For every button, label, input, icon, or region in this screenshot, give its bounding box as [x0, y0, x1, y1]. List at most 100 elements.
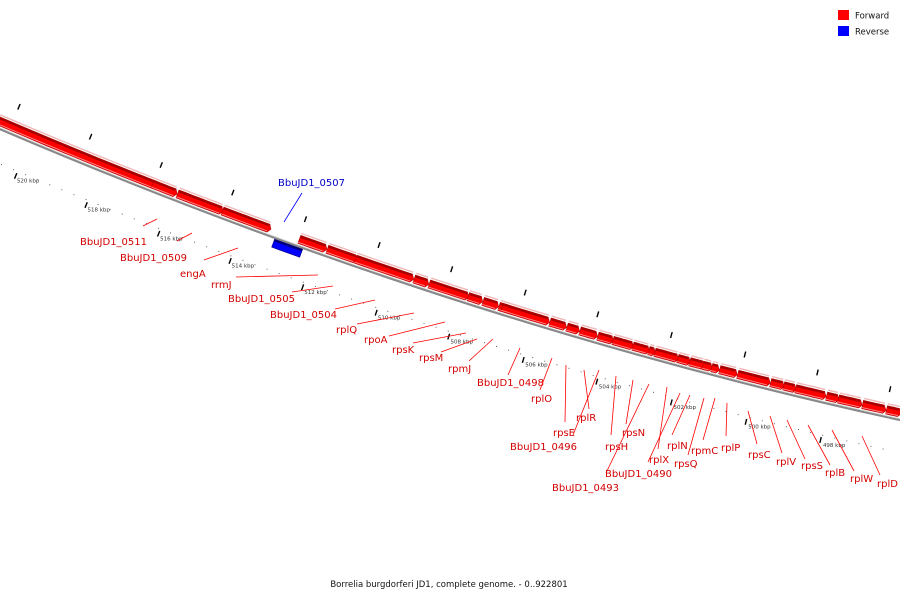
- leader-line-bbujd1-0507: [283, 192, 303, 223]
- gene-features: [0, 114, 900, 417]
- gene-block-reflection: [568, 320, 579, 325]
- gene-bbujd1-0509: [150, 177, 178, 198]
- gene-block-shadow: [178, 190, 222, 209]
- minor-tick-dot: [580, 371, 582, 373]
- gene-label-rpln: rplN: [667, 441, 688, 452]
- gene-label-rpsn: rpsN: [622, 428, 645, 439]
- gene-label-rplw: rplW: [850, 474, 873, 485]
- gene-label-rpsc: rpsC: [748, 450, 771, 461]
- gene-block-highlight: [710, 370, 717, 373]
- gene-bbujd1-0496: [596, 329, 614, 345]
- gene-block-reflection: [503, 300, 550, 316]
- gene-block-reflection: [430, 277, 469, 291]
- inner-tick-mark: [231, 189, 235, 196]
- gene-rpoa: [427, 277, 469, 301]
- gene-block-reflection: [721, 363, 737, 369]
- gene-block-highlight: [498, 308, 502, 311]
- gene-block-shadow: [355, 255, 413, 277]
- gene-bbujd1-0505: [325, 242, 358, 264]
- leader-line-rpsk: [412, 332, 467, 344]
- gene-label-bbujd1-0511: BbuJD1_0511: [80, 237, 147, 248]
- minor-tick-dot: [459, 334, 461, 336]
- leader-line-rpsh: [610, 375, 617, 436]
- major-tick-mark: [744, 418, 748, 425]
- minor-tick-dot: [592, 374, 594, 376]
- gene-block-reflection: [500, 299, 505, 303]
- gene-label-rpmc: rpmC: [691, 446, 718, 457]
- map-caption: Borrelia burgdorferi JD1, complete genom…: [330, 580, 567, 590]
- kbp-tick-label: 504 kbp: [599, 384, 622, 390]
- minor-tick-dot: [85, 199, 87, 201]
- leader-line-bbujd1-0496: [572, 369, 600, 436]
- inner-tick-mark: [303, 216, 308, 223]
- major-tick-mark: [300, 284, 305, 291]
- minor-tick-dot: [508, 349, 510, 351]
- minor-tick-dot: [109, 208, 111, 210]
- gene-block-highlight: [885, 412, 898, 416]
- gene-bbujd1-0490: [676, 351, 691, 366]
- major-tick-mark: [669, 399, 673, 406]
- gene-block-forward: [412, 274, 430, 288]
- gene-enga: [220, 204, 272, 233]
- gene-block-shadow: [429, 280, 468, 295]
- minor-tick-dot: [121, 213, 123, 215]
- gene-bbujd1-0493: [647, 343, 656, 357]
- leader-line-rpse: [564, 364, 567, 423]
- gene-block-shadow: [414, 275, 428, 282]
- gene-block-shadow: [720, 365, 736, 372]
- kbp-tick-label: 512 kbp: [304, 290, 327, 296]
- gene-unlabeled: [885, 403, 900, 417]
- minor-tick-dot: [338, 294, 341, 296]
- leader-line-rplp: [725, 402, 728, 437]
- minor-tick-dot: [689, 401, 691, 403]
- minor-tick-dot: [483, 342, 485, 344]
- minor-tick-dot: [628, 385, 630, 387]
- gene-block-reflection: [634, 339, 649, 345]
- minor-tick-dot: [544, 360, 546, 362]
- leader-line-bbujd1-0498: [507, 347, 521, 376]
- gene-block-shadow: [223, 207, 270, 227]
- leader-line-bbujd1-0504: [334, 299, 376, 310]
- gene-block-reflection: [863, 397, 886, 404]
- gene-label-bbujd1-0496: BbuJD1_0496: [510, 442, 577, 453]
- inner-tick-mark: [743, 351, 747, 358]
- gene-block-shadow: [613, 336, 632, 344]
- legend-label-reverse: Reverse: [855, 28, 889, 38]
- kbp-tick-label: 506 kbp: [525, 363, 548, 369]
- major-tick-mark: [13, 172, 18, 180]
- gene-rplv: [769, 375, 785, 390]
- minor-tick-dot: [423, 322, 425, 324]
- gene-block-highlight: [482, 303, 496, 309]
- minor-tick-dot: [652, 391, 655, 393]
- gene-block-highlight: [611, 343, 631, 350]
- minor-tick-dot: [495, 345, 498, 348]
- gene-block-highlight: [688, 364, 702, 369]
- inner-tick-mark: [17, 103, 21, 110]
- inner-tick-mark: [888, 386, 892, 393]
- minor-tick-dot: [435, 326, 437, 328]
- gene-block-highlight: [653, 354, 676, 362]
- major-tick-mark: [521, 356, 525, 363]
- gene-label-bbujd1-0498: BbuJD1_0498: [477, 378, 544, 389]
- gene-label-rplo: rplO: [531, 394, 552, 405]
- leader-line-bbujd1-0490: [647, 392, 681, 463]
- gene-block-highlight: [676, 361, 688, 365]
- gene-label-rpmj: rpmJ: [448, 364, 471, 375]
- leader-line-rpld: [861, 435, 881, 476]
- legend-label-forward: Forward: [855, 12, 889, 22]
- minor-tick-dot: [846, 440, 848, 442]
- minor-tick-dot: [218, 250, 220, 252]
- minor-tick-dot: [870, 445, 872, 447]
- gene-label-rpse: rpsE: [553, 428, 575, 439]
- leader-line-rpsq: [687, 397, 705, 456]
- leader-line-rplv: [769, 415, 783, 454]
- gene-block-reflection: [301, 232, 327, 244]
- gene-rpsk: [466, 290, 483, 305]
- gene-block-reflection: [827, 389, 839, 394]
- gene-block-reflection: [599, 329, 613, 335]
- gene-block-reflection: [224, 204, 271, 223]
- minor-tick-dot: [73, 194, 75, 196]
- major-tick-mark: [595, 378, 599, 385]
- leader-line-rpln: [671, 394, 691, 436]
- gene-label-rpss: rpsS: [801, 461, 823, 472]
